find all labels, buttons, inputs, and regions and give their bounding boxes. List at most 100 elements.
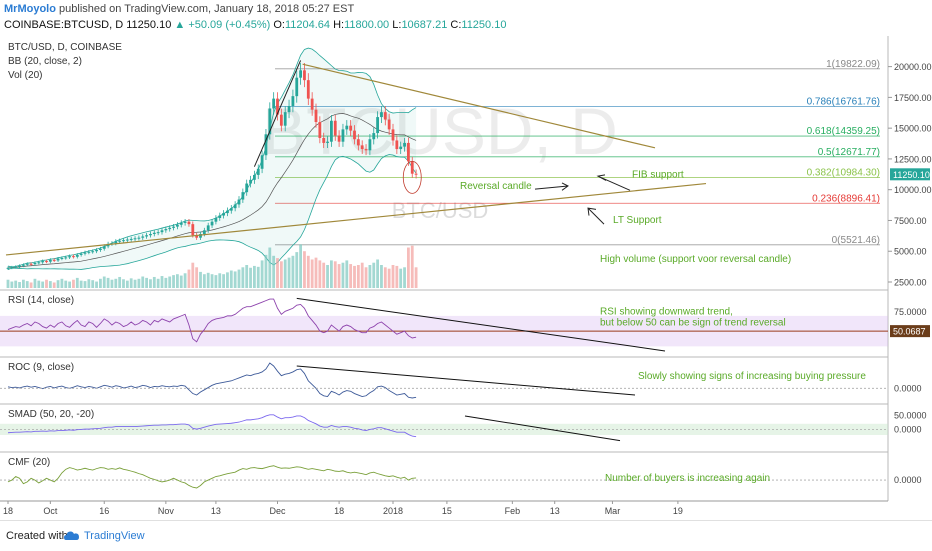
reversal-candle-circle (402, 160, 422, 194)
candle-body (206, 225, 210, 231)
volume-bar (195, 267, 199, 288)
candle (345, 120, 349, 135)
candle (75, 253, 79, 259)
volume-bar (268, 247, 272, 288)
candle (229, 205, 233, 214)
price-y-tick-label: 7500.00 (894, 216, 927, 226)
price-y-tick-label: 15000.00 (894, 124, 932, 134)
roc-legend: ROC (9, close) (8, 362, 74, 373)
volume-bar (214, 275, 218, 288)
open-label: O: (273, 19, 285, 31)
candle (341, 123, 345, 147)
candle (249, 175, 252, 188)
candle (68, 254, 71, 260)
tradingview-logo[interactable]: TradingView (64, 528, 145, 544)
candle (195, 232, 199, 240)
volume-bar (87, 279, 91, 288)
volume-bar (260, 260, 264, 288)
candle (349, 120, 353, 137)
volume-bar (399, 268, 403, 288)
candle-body (14, 266, 18, 268)
candle (218, 212, 222, 221)
candle (303, 63, 306, 88)
candle-body (176, 224, 179, 227)
volume-bar (199, 271, 202, 288)
cmf-legend: CMF (20) (8, 457, 50, 468)
candle (322, 132, 326, 149)
candle (299, 63, 302, 85)
candle (45, 259, 48, 264)
arrow-to-reversal (534, 182, 569, 191)
candle (22, 263, 25, 268)
downtrend-resistance-line (302, 63, 656, 149)
candle-body (291, 96, 295, 106)
candle (364, 144, 368, 156)
candle (256, 164, 260, 180)
tradingview-brand: TradingView (84, 530, 145, 542)
candle-body (133, 238, 137, 240)
candle-body (303, 70, 306, 81)
candle-body (187, 221, 191, 225)
volume-bar (306, 255, 310, 288)
candle-body (114, 241, 118, 244)
candle-body (95, 250, 98, 252)
candle-body (395, 140, 399, 150)
candle-body (260, 155, 264, 169)
volume-bar (337, 264, 341, 288)
candle-body (18, 265, 21, 267)
volume-bar (41, 281, 45, 288)
volume-bar (233, 271, 237, 288)
volume-bar (18, 282, 21, 288)
author-link[interactable]: MrMoyolo (4, 3, 56, 15)
price-legend-item: Vol (20) (8, 70, 42, 81)
candle (125, 237, 129, 243)
volume-bar (187, 269, 191, 288)
volume-bar (272, 255, 276, 288)
price-y-tick-label: 17500.00 (894, 93, 932, 103)
volume-bar (79, 280, 83, 288)
candle (268, 102, 272, 140)
x-tick-label: 2018 (383, 506, 403, 516)
candle-body (156, 232, 160, 234)
volume-bar (295, 252, 299, 288)
fib-level-label: 1(19822.09) (826, 59, 880, 70)
x-tick-label: Mar (605, 506, 621, 516)
candle-body (333, 120, 337, 136)
volume-bar (168, 276, 172, 288)
volume-bar (160, 276, 164, 288)
volume-bar (299, 244, 302, 288)
volume-bar (372, 262, 376, 288)
candle (210, 218, 214, 229)
candle-body (383, 112, 387, 120)
candle-body (6, 267, 10, 269)
candle-body (283, 112, 287, 126)
chart-area[interactable]: BTCUSD, DBTC/USD20000.0017500.0015000.00… (0, 36, 932, 520)
publish-text: published on TradingView.com, January 18… (59, 3, 355, 15)
candle-body (414, 173, 418, 175)
candle-body (214, 218, 218, 222)
candle (129, 236, 133, 242)
volume-bar (287, 257, 291, 288)
smad-y-tick-label: 50.0000 (894, 410, 927, 420)
last-price-tag-text: 11250.10 (893, 170, 930, 180)
candle (391, 123, 395, 146)
x-tick-label: Nov (158, 506, 175, 516)
candle (383, 106, 387, 126)
volume-bar (410, 245, 414, 288)
volume-bar (237, 269, 241, 288)
candle (314, 103, 318, 128)
candle-body (202, 230, 206, 234)
candle (172, 224, 175, 231)
candle (6, 266, 10, 270)
candle-body (314, 109, 318, 122)
volume-bar (29, 282, 33, 288)
close-value: 11250.10 (461, 19, 507, 31)
x-tick-label: Feb (505, 506, 521, 516)
symbol-label: COINBASE:BTCUSD, D (4, 19, 124, 31)
volume-bar (95, 281, 98, 288)
candle (91, 249, 95, 254)
volume-bar (149, 279, 152, 288)
candle (279, 108, 283, 132)
candle-body (10, 267, 14, 269)
smad-line (7, 414, 417, 438)
